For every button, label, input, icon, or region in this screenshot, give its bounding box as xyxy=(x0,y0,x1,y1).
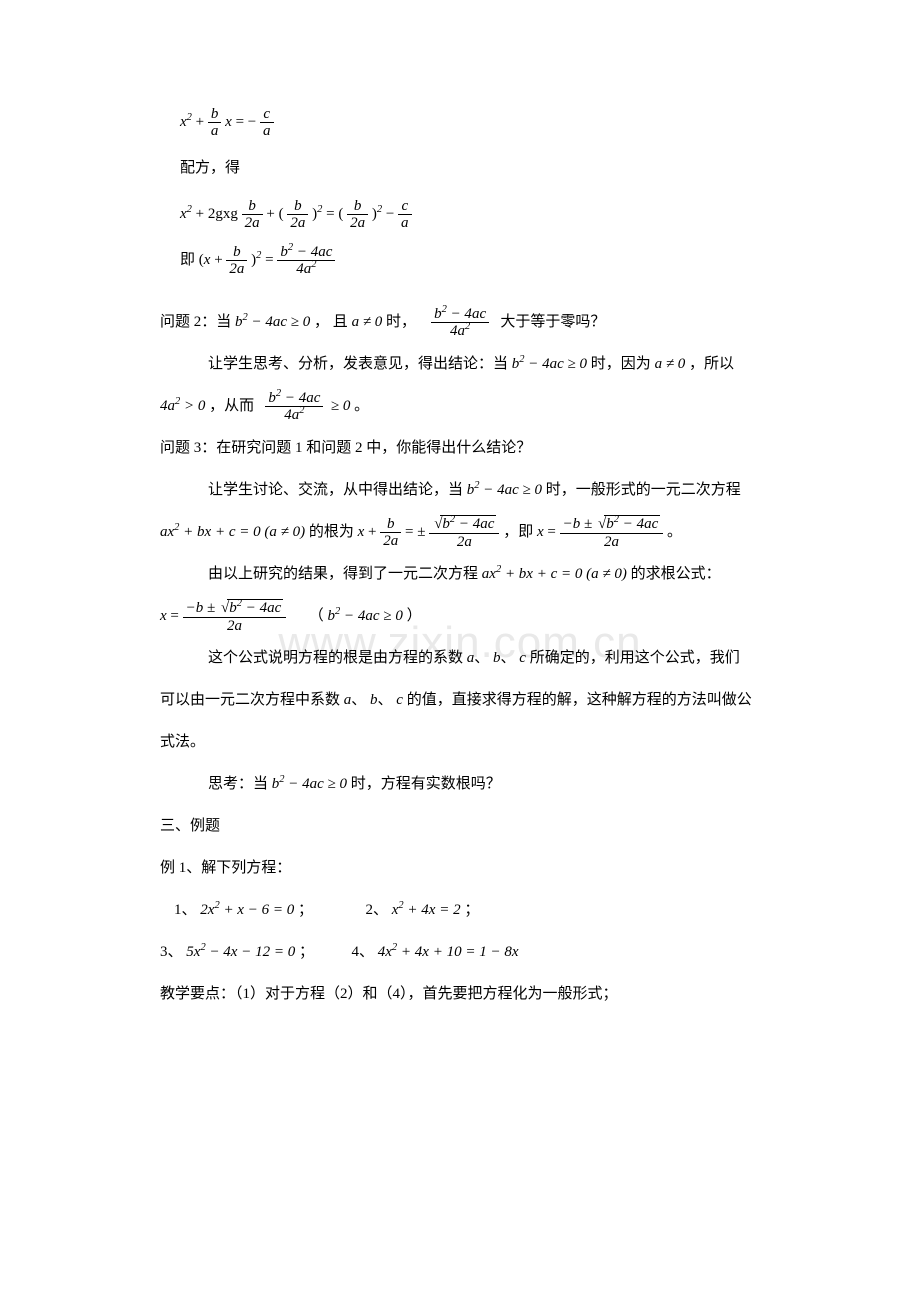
exp: 2 xyxy=(187,112,192,123)
eq3-row: 即 (x + b2a )2 = b2 − 4ac 4a2 xyxy=(180,242,760,278)
frac-c-a: ca xyxy=(260,106,274,140)
eq2: x2 + 2gxg b2a + ( b2a )2 = ( b2a )2 − ca xyxy=(180,196,760,232)
frac: b2 − 4ac 4a2 xyxy=(265,390,323,424)
m: − xyxy=(386,206,394,222)
frac-b-a: ba xyxy=(208,106,222,140)
x2: x xyxy=(225,114,232,130)
f1: b2a xyxy=(242,198,263,232)
think: 思考：当 b2 − 4ac ≥ 0 时，方程有实数根吗？ xyxy=(160,766,760,802)
e3: 2 xyxy=(377,204,382,215)
peifang: 配方，得 xyxy=(180,150,760,186)
e2: 2 xyxy=(317,204,322,215)
p5: x = −b ± √b2 − 4ac 2a （ b2 − 4ac ≥ 0 ） xyxy=(160,598,760,634)
eq: = xyxy=(236,114,244,130)
q2: 问题 2：当 b2 − 4ac ≥ 0 ， 且 a ≠ 0 时， b2 − 4a… xyxy=(160,304,760,340)
eq1: x2 + ba x = − ca xyxy=(180,104,760,140)
plus: + xyxy=(196,114,204,130)
p6: 这个公式说明方程的根是由方程的系数 a、 b、 c 所确定的，利用这个公式，我们 xyxy=(160,640,760,676)
rhs: b2 − 4ac 4a2 xyxy=(277,244,335,278)
p2: 让学生讨论、交流，从中得出结论，当 b2 − 4ac ≥ 0 时，一般形式的一元… xyxy=(160,472,760,508)
p4: 由以上研究的结果，得到了一元二次方程 ax2 + bx + c = 0 (a ≠… xyxy=(160,556,760,592)
row1: 1、 2x2 + x − 6 = 0 ； 2、 x2 + 4x = 2 ； xyxy=(160,892,760,928)
p1: 让学生思考、分析，发表意见，得出结论：当 b2 − 4ac ≥ 0 时，因为 a… xyxy=(160,346,760,382)
pre: 问题 2：当 xyxy=(160,314,231,330)
f: b2a xyxy=(226,244,247,278)
p8: 式法。 xyxy=(160,724,760,760)
plus2: + ( xyxy=(266,206,283,222)
row2: 3、 5x2 − 4x − 12 = 0 ； 4、 4x2 + 4x + 10 … xyxy=(160,934,760,970)
f2: b2a xyxy=(287,198,308,232)
c: ， 且 xyxy=(314,314,348,330)
p: + xyxy=(214,252,222,268)
p1b: 4a2 > 0 ，从而 b2 − 4ac 4a2 ≥ 0 。 xyxy=(160,388,760,424)
ex1: 例 1、解下列方程： xyxy=(160,850,760,886)
q3: 问题 3：在研究问题 1 和问题 2 中，你能得出什么结论？ xyxy=(160,430,760,466)
h3: 三、例题 xyxy=(160,808,760,844)
e: 2 xyxy=(187,204,192,215)
tail: 大于等于零吗？ xyxy=(500,314,605,330)
content: x2 + ba x = − ca 配方，得 x2 + 2gxg b2a + ( … xyxy=(160,104,760,1012)
g: gxg xyxy=(215,206,238,222)
p: + xyxy=(196,206,204,222)
e: 2 xyxy=(256,250,261,261)
x: x xyxy=(204,252,211,268)
f4: ca xyxy=(398,198,412,232)
p3: ax2 + bx + c = 0 (a ≠ 0) 的根为 x + b2a = ±… xyxy=(160,514,760,550)
p7: 可以由一元二次方程中系数 a、 b、 c 的值，直接求得方程的解，这种解方程的方… xyxy=(160,682,760,718)
x: x xyxy=(180,114,187,130)
eq: = xyxy=(265,252,273,268)
x: x xyxy=(180,206,187,222)
ji: 即 xyxy=(180,252,195,268)
last: 教学要点：（1）对于方程（2）和（4），首先要把方程化为一般形式； xyxy=(160,976,760,1012)
shi: 时， xyxy=(386,314,416,330)
f3: b2a xyxy=(347,198,368,232)
frac: b2 − 4ac 4a2 xyxy=(431,306,489,340)
eq: = ( xyxy=(326,206,343,222)
neg: − xyxy=(248,114,256,130)
